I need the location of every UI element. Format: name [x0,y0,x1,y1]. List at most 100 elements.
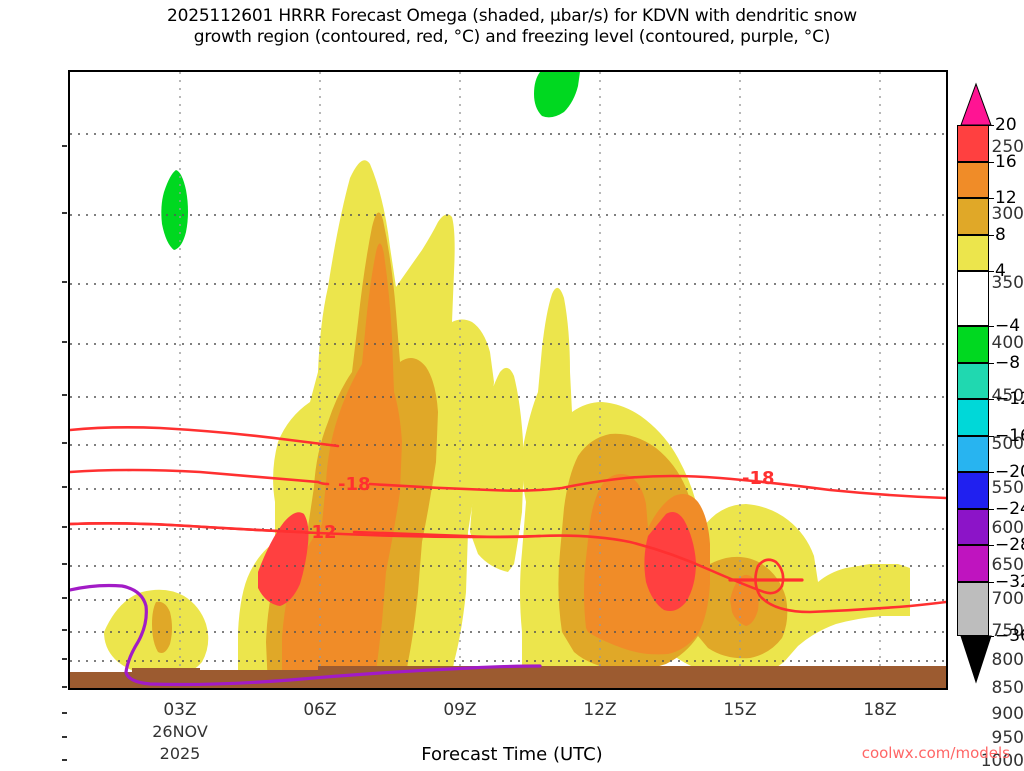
contour-label-dgz-18-right: -18 [742,468,775,489]
colorbar-segment [957,509,989,545]
y-tick-label: 550 [991,478,1024,498]
dgz-contour-lower [70,522,946,614]
colorbar-segment [957,235,989,271]
y-tick-label: 500 [991,434,1024,454]
colorbar-tick-label: −36 [995,626,1024,646]
colorbar-segment [957,399,989,436]
colorbar-tick [989,235,994,236]
colorbar-tick [989,436,994,437]
x-axis-title: Forecast Time (UTC) [421,744,603,765]
y-tick-mark [62,736,67,738]
omega-region-yellow-spur-a [470,367,524,572]
dendritic-growth-contours [70,426,946,614]
colorbar-over-arrow [960,82,992,126]
omega-region-green-top [534,72,580,118]
dgz-contour-upper [70,426,340,448]
x-tick-label: 03Z [163,700,197,720]
contour-label-dgz-12-left: -12 [304,522,337,543]
colorbar-tick [989,509,994,510]
y-tick-mark [62,597,67,599]
y-tick-mark [62,629,67,631]
omega-region-red-a [258,512,309,606]
y-tick-label: 700 [991,589,1024,609]
colorbar-tick [989,636,994,637]
y-tick-mark [62,341,67,343]
colorbar-tick-label: 4 [995,261,1006,281]
chart-canvas: -18 -12 -18 [70,72,946,688]
omega-region-deeporange-a [282,243,402,688]
y-tick-mark [62,281,67,283]
y-tick-mark [62,686,67,688]
y-tick-label: 800 [991,650,1024,670]
colorbar-segment [957,271,989,326]
x-axis-date-line-1: 26NOV [152,722,208,741]
colorbar-segment [957,545,989,582]
colorbar-tick-label: 16 [995,152,1017,172]
y-tick-mark [62,442,67,444]
colorbar-tick [989,326,994,327]
colorbar-segment [957,436,989,472]
y-tick-mark [62,712,67,714]
y-tick-label: 900 [991,704,1024,724]
colorbar-tick [989,582,994,583]
colorbar-tick-label: −24 [995,499,1024,519]
y-tick-mark [62,212,67,214]
colorbar-tick [989,545,994,546]
colorbar-tick-label: −32 [995,572,1024,592]
colorbar-tick-label: 12 [995,188,1017,208]
colorbar-tick [989,271,994,272]
colorbar: 20 16 12 8 4 −4 −8 −12 −16 −20 −24 −28 −… [957,70,1024,690]
colorbar-tick-label: −4 [995,316,1021,336]
y-tick-label: 250 [991,137,1024,157]
title-line-1: 2025112601 HRRR Forecast Omega (shaded, … [166,6,858,26]
colorbar-tick-label: −12 [995,389,1024,409]
colorbar-tick [989,162,994,163]
omega-region-orange-lowlevel [152,601,172,653]
grid-lines-vertical [179,72,881,688]
x-tick-label: 15Z [723,700,757,720]
y-tick-mark [62,563,67,565]
colorbar-segment [957,582,989,636]
source-credit: coolwx.com/models [861,744,1010,762]
colorbar-tick-label: 20 [995,115,1017,135]
x-tick-label: 12Z [583,700,617,720]
x-axis-date-line-2: 2025 [159,744,201,763]
y-tick-label: 750 [991,621,1024,641]
y-tick-mark [62,394,67,396]
colorbar-tick-label: −28 [995,535,1024,555]
y-tick-label: 650 [991,555,1024,575]
colorbar-tick-label: −20 [995,462,1024,482]
colorbar-segment [957,472,989,509]
colorbar-tick [989,363,994,364]
colorbar-tick [989,125,994,126]
y-tick-label: 950 [991,728,1024,748]
x-tick-label: 06Z [303,700,337,720]
freezing-level-contour [70,583,542,687]
y-tick-label: 350 [991,273,1024,293]
y-tick-label: 850 [991,678,1024,698]
plot-area: -18 -12 -18 [68,70,948,690]
page-title: 2025112601 HRRR Forecast Omega (shaded, … [0,6,1024,48]
colorbar-tick-label: −8 [995,353,1021,373]
y-tick-mark [62,526,67,528]
title-line-2: growth region (contoured, red, °C) and f… [193,27,831,47]
colorbar-segment [957,326,989,363]
colorbar-segment [957,162,989,198]
x-tick-label: 09Z [443,700,477,720]
y-tick-label: 600 [991,518,1024,538]
omega-region-green-left [161,170,188,250]
dgz-contour-18 [70,468,946,500]
contour-label-dgz-18-left: -18 [338,474,371,495]
y-tick-label: 1000 [980,751,1024,771]
colorbar-tick-label: −16 [995,426,1024,446]
colorbar-under-arrow [960,635,992,684]
colorbar-tick [989,472,994,473]
colorbar-segment [957,125,989,162]
y-tick-label: 300 [991,204,1024,224]
y-tick-label: 450 [991,386,1024,406]
y-tick-label: 400 [991,333,1024,353]
y-tick-mark [62,658,67,660]
colorbar-segment [957,363,989,399]
contour-labels: -18 -12 -18 [304,468,775,543]
